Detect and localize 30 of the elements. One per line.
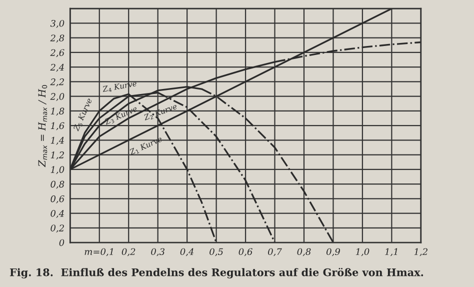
y-tick-label: 2,2 (50, 78, 64, 86)
caption: Fig. 18. Einfluß des Pendelns des Regulators auf die Größe von Hmax. (10, 268, 424, 278)
x-tick-label: m=0,1 (84, 248, 113, 256)
x-tick-label: 0,2 (122, 248, 136, 256)
y-tick-label: 2,6 (50, 49, 64, 58)
x-tick-label: 1,2 (414, 248, 428, 256)
y-tick-label: 1,6 (50, 122, 64, 130)
y-tick-label: 2,4 (50, 64, 64, 72)
y-axis-title: Z$_{max}$ = H$_{max}$ / H$_{0}$ (38, 85, 48, 168)
y-tick-label: 0 (59, 239, 64, 246)
x-tick-label: 0,3 (151, 248, 164, 256)
x-tick-label: 1,0 (356, 248, 370, 256)
x-tick-label: 0,9 (326, 248, 340, 256)
y-tick-label: 2,0 (50, 93, 64, 101)
x-tick-label: 1,1 (385, 248, 398, 256)
y-tick-label: 0,6 (50, 195, 64, 204)
x-tick-label: 0,6 (238, 248, 252, 256)
y-tick-label: 0,2 (50, 224, 64, 233)
y-tick-label: 1,0 (50, 166, 64, 174)
y-tick-label: 0,4 (50, 210, 64, 218)
x-tick-label: 0,8 (297, 248, 311, 256)
y-tick-label: 1,4 (50, 136, 64, 145)
y-tick-label: 0,8 (50, 180, 64, 189)
y-tick-label: 3,0 (50, 20, 64, 28)
x-tick-label: 0,4 (180, 248, 194, 256)
x-tick-label: 0,7 (268, 248, 282, 256)
x-tick-label: 0,5 (210, 248, 223, 256)
y-tick-label: 1,2 (50, 152, 64, 160)
y-tick-label: 1,8 (50, 108, 64, 116)
y-tick-label: 2,8 (50, 34, 64, 43)
